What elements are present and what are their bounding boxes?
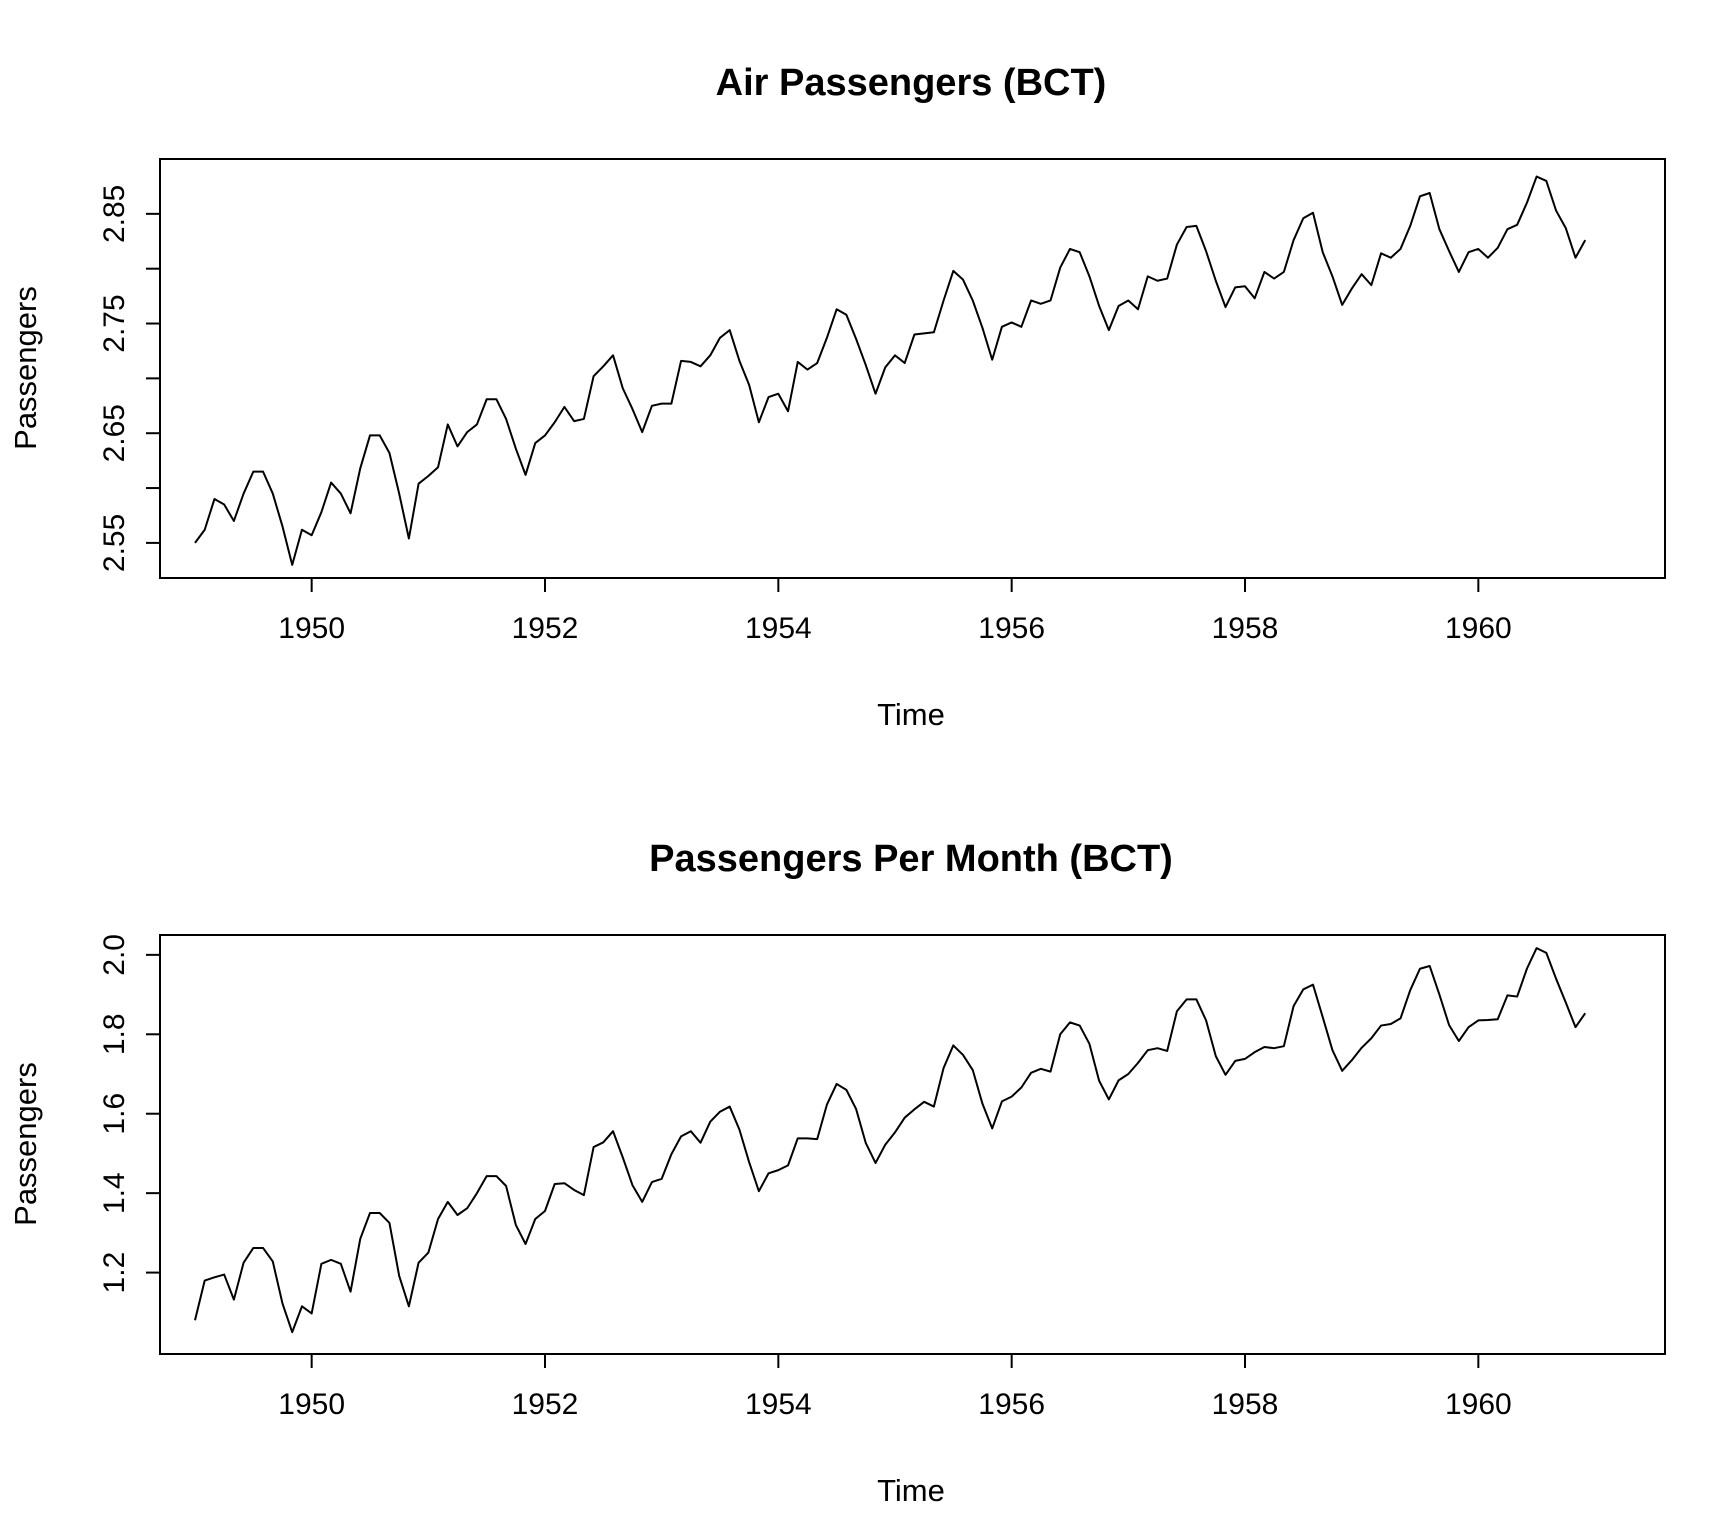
- top-chart-x-tick-label: 1960: [1445, 612, 1512, 645]
- bottom-chart-y-label: Passengers: [8, 1062, 43, 1226]
- top-chart-y-tick-label: 2.75: [98, 294, 131, 352]
- top-chart-x-tick-label: 1952: [512, 612, 579, 645]
- top-chart-series-line: [194, 175, 1587, 566]
- bottom-chart-x-tick-label: 1952: [512, 1388, 579, 1421]
- top-chart-title: Air Passengers (BCT): [716, 62, 1107, 104]
- bottom-chart-series-line: [194, 947, 1587, 1334]
- bottom-chart-y-tick-label: 1.6: [98, 1093, 131, 1135]
- bottom-chart-panel: Passengers Per Month (BCT) 1950 1952 1954 1…: [8, 838, 1666, 1508]
- top-chart-x-axis: 1950 1952 1954 1956 1958 1960: [278, 577, 1512, 645]
- top-chart-y-tick-label: 2.85: [98, 185, 131, 243]
- bottom-chart-x-tick-label: 1954: [745, 1388, 812, 1421]
- bottom-chart-x-axis: 1950 1952 1954 1956 1958 1960: [278, 1353, 1512, 1421]
- bottom-chart-x-tick-label: 1960: [1445, 1388, 1512, 1421]
- bottom-chart-y-tick-label: 1.8: [98, 1013, 131, 1055]
- bottom-chart-x-label: Time: [877, 1473, 945, 1508]
- top-chart-x-label: Time: [877, 697, 945, 732]
- bottom-chart-y-axis: 1.2 1.4 1.6 1.8 2.0: [98, 934, 161, 1294]
- top-chart-x-tick-label: 1954: [745, 612, 812, 645]
- bottom-chart-title: Passengers Per Month (BCT): [649, 838, 1173, 880]
- top-chart-panel: Air Passengers (BCT) 1950 1952 1954 1956 195…: [8, 62, 1666, 732]
- top-chart-x-tick-label: 1956: [978, 612, 1045, 645]
- top-chart-y-axis: 2.55 2.65 2.75 2.85: [98, 185, 161, 572]
- bottom-chart-y-tick-label: 2.0: [98, 934, 131, 976]
- top-chart-y-tick-label: 2.55: [98, 514, 131, 572]
- bottom-chart-y-tick-label: 1.2: [98, 1252, 131, 1294]
- top-chart-y-label: Passengers: [8, 286, 43, 450]
- bottom-chart-x-tick-label: 1956: [978, 1388, 1045, 1421]
- top-chart-x-tick-label: 1950: [278, 612, 345, 645]
- top-chart-y-tick-label: 2.65: [98, 404, 131, 462]
- bottom-chart-y-tick-label: 1.4: [98, 1172, 131, 1214]
- bottom-chart-x-tick-label: 1950: [278, 1388, 345, 1421]
- top-chart-x-tick-label: 1958: [1212, 612, 1279, 645]
- bottom-chart-x-tick-label: 1958: [1212, 1388, 1279, 1421]
